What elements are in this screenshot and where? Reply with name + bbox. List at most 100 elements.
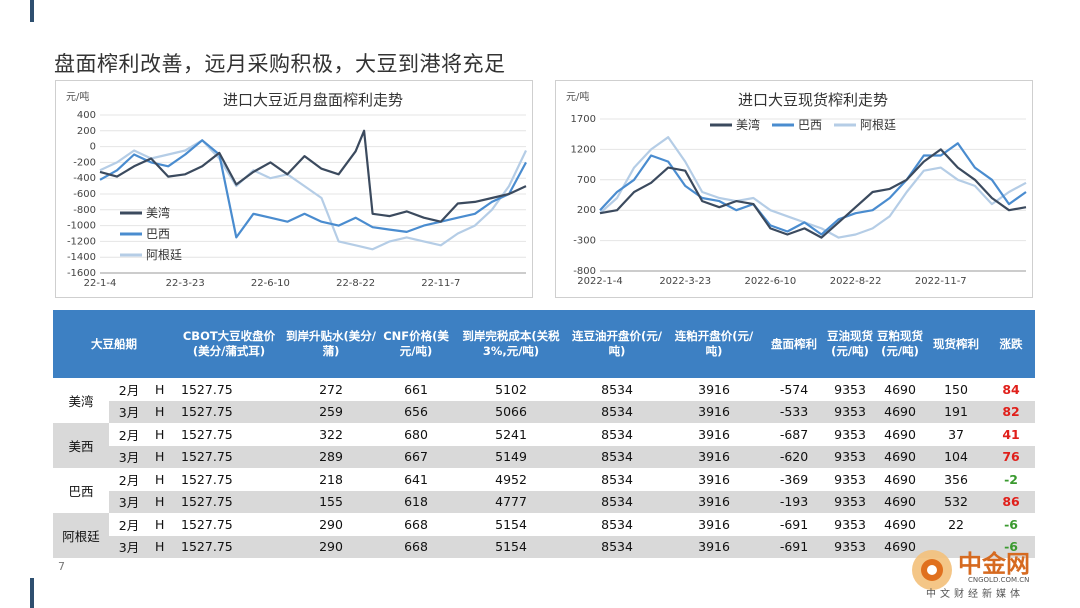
- cell-cnf: 668: [404, 516, 428, 532]
- x-tick-label: 2022-1-4: [577, 276, 622, 287]
- cell-cbot: 1527.75: [181, 426, 233, 442]
- table-row: 3月 H 1527.75 259 656 5066 8534 3916 -533 9353 4690…: [53, 400, 1036, 423]
- cell-oil-open: 8534: [601, 381, 633, 397]
- cell-h: H: [149, 400, 176, 423]
- cell-cbot: 1527.75: [175, 490, 284, 513]
- cell-premium: 218: [319, 471, 343, 487]
- column-header: 盘面榨利: [763, 310, 826, 378]
- legend-label: 美湾: [146, 205, 170, 220]
- cell-cnf: 680: [404, 426, 428, 442]
- series-line-1: [599, 142, 1027, 236]
- slide-title: 盘面榨利改善，远月采购积极，大豆到港将充足: [54, 52, 506, 76]
- cell-board-margin: -691: [779, 516, 809, 532]
- series-line-2: [599, 136, 1027, 239]
- cell-h: H: [149, 490, 176, 513]
- cell-board-margin: -533: [763, 400, 826, 423]
- watermark-swirl-core: [927, 565, 937, 575]
- port-cell: 美湾: [68, 394, 94, 409]
- cell-meal-spot: 4690: [875, 400, 926, 423]
- cell-meal-open: 3916: [698, 516, 730, 532]
- cell-oil-spot: 9353: [825, 490, 876, 513]
- x-tick-label: 2022-3-23: [659, 276, 711, 287]
- cell-oil-spot: 9353: [825, 400, 876, 423]
- column-header: 到岸升贴水(美分/蒲): [283, 310, 380, 378]
- column-header: 豆油现货(元/吨): [825, 310, 876, 378]
- cell-spot-margin: 191: [925, 400, 988, 423]
- cell-spot-margin: 37: [948, 426, 964, 442]
- cell-h: H: [155, 516, 165, 532]
- accent-bar-top: [30, 0, 34, 22]
- cell-premium: 272: [319, 381, 343, 397]
- cell-change: 76: [987, 445, 1036, 468]
- cell-oil-open: 8534: [569, 400, 666, 423]
- table-row: 美湾 2月 H 1527.75 272 661 5102 8534 3916 -574 9353 46…: [53, 378, 1035, 409]
- cell-cost: 5154: [495, 516, 527, 532]
- watermark-domain: CNGOLD.COM.CN: [968, 576, 1029, 584]
- table-row: 美西 2月 H 1527.75 322 680 5241 8534 3916 -687 9353 46…: [53, 423, 1035, 468]
- table-header-row: 大豆船期 CBOT大豆收盘价(美分/蒲式耳) 到岸升贴水(美分/蒲) CNF价格(美元…: [53, 310, 1036, 378]
- series-line-0: [599, 148, 1027, 239]
- cell-spot-margin: 532: [925, 490, 988, 513]
- column-header: CNF价格(美元/吨): [379, 310, 454, 378]
- port-cell: 阿根廷: [53, 513, 109, 558]
- column-header: 涨跌: [987, 310, 1036, 378]
- cell-cost: 5066: [453, 400, 570, 423]
- cell-board-margin: -193: [763, 490, 826, 513]
- cell-month: 2月: [118, 427, 140, 443]
- cell-board-margin: -574: [779, 381, 809, 397]
- column-header: 大豆船期: [53, 310, 176, 378]
- watermark-brand: 中金网: [958, 550, 1030, 578]
- column-header: 连粕开盘价(元/吨): [665, 310, 764, 378]
- cell-meal-open: 3916: [698, 426, 730, 442]
- column-header: 豆粕现货(元/吨): [875, 310, 926, 378]
- cell-premium: 290: [283, 535, 380, 558]
- x-tick-label: 22-6-10: [251, 278, 290, 289]
- cell-spot-margin: 150: [944, 381, 968, 397]
- legend-label: 阿根廷: [146, 248, 182, 262]
- cell-spot-margin: 22: [948, 516, 964, 532]
- cell-cost: 5154: [453, 535, 570, 558]
- legend-label: 阿根廷: [860, 118, 896, 132]
- watermark-svg: 中金网 CNGOLD.COM.CN 中文财经新媒体: [912, 550, 1030, 600]
- port-cell: 巴西: [68, 484, 94, 499]
- cell-change: 82: [987, 400, 1036, 423]
- chart-spot-margin: 进口大豆现货榨利走势 元/吨 1700 1200 700 200 -300 -800 2022-…: [555, 80, 1033, 298]
- cell-h: H: [149, 445, 176, 468]
- cell-premium: 259: [283, 400, 380, 423]
- y-tick-label: -1400: [67, 252, 96, 263]
- y-axis-unit: 元/吨: [566, 90, 589, 103]
- y-tick-label: -600: [73, 189, 96, 200]
- cell-cnf: 656: [379, 400, 454, 423]
- cell-oil-open: 8534: [569, 445, 666, 468]
- cell-cnf: 667: [379, 445, 454, 468]
- cell-cnf: 661: [404, 381, 428, 397]
- y-axis-unit: 元/吨: [66, 90, 89, 103]
- cell-meal-open: 3916: [665, 535, 764, 558]
- cell-meal-open: 3916: [698, 471, 730, 487]
- y-tick-label: 700: [577, 175, 596, 186]
- cell-oil-open: 8534: [601, 426, 633, 442]
- cell-oil-open: 8534: [569, 535, 666, 558]
- cell-board-margin: -691: [763, 535, 826, 558]
- cell-h: H: [155, 426, 165, 442]
- cell-premium: 290: [319, 516, 343, 532]
- cell-cbot: 1527.75: [175, 445, 284, 468]
- table-row: 巴西 2月 H 1527.75 218 641 4952 8534 3916 -369 9353 46…: [53, 468, 1035, 499]
- cell-month: 2月: [118, 472, 140, 488]
- legend-label: 巴西: [798, 118, 822, 132]
- cell-meal-spot: 4690: [884, 516, 916, 532]
- y-tick-label: -1200: [67, 236, 96, 247]
- accent-bar-bottom: [30, 578, 34, 608]
- y-tick-label: 0: [90, 142, 96, 153]
- series-line-1: [99, 139, 527, 239]
- x-tick-label: 22-8-22: [336, 278, 375, 289]
- cell-cbot: 1527.75: [175, 400, 284, 423]
- watermark-tagline: 中文财经新媒体: [926, 587, 1024, 600]
- cell-spot-margin: 356: [944, 471, 968, 487]
- cell-board-margin: -369: [779, 471, 809, 487]
- y-tick-label: 200: [577, 205, 596, 216]
- cell-cost: 5241: [495, 426, 527, 442]
- port-cell: 美西: [53, 423, 109, 468]
- chart-spot-margin-svg: 进口大豆现货榨利走势元/吨17001200700200-300-8002022-…: [566, 90, 1027, 287]
- cell-premium: 155: [283, 490, 380, 513]
